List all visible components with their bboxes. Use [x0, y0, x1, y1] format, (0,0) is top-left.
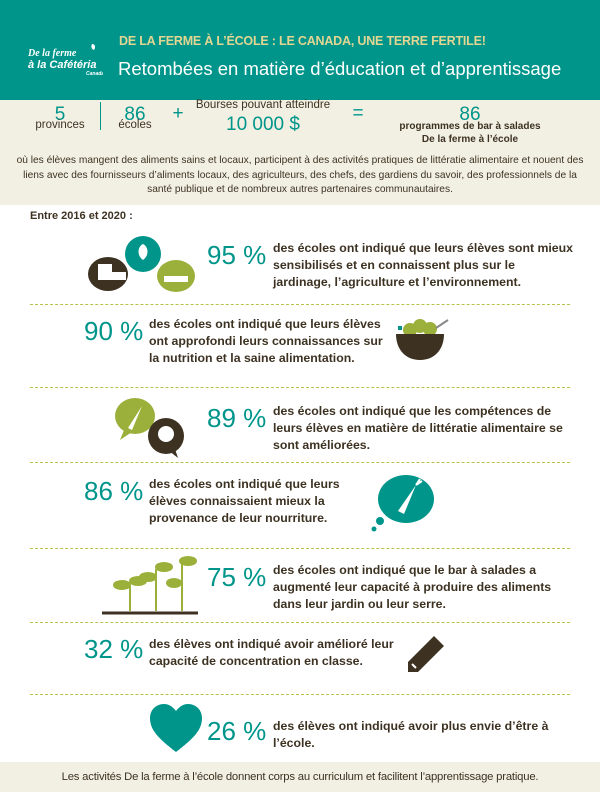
stat-text: des écoles ont indiqué que leurs élèves … [273, 241, 574, 289]
dashed-divider [30, 548, 570, 549]
carrot-question-bubbles-icon [108, 394, 190, 465]
stat-text: des écoles ont indiqué que leurs élèves … [149, 317, 383, 365]
stat-text: des écoles ont indiqué que les compétenc… [273, 404, 563, 452]
header-banner [0, 0, 600, 100]
stat-percent: 89 % [207, 403, 267, 433]
page-subtitle: Retombées en matière d’éducation et d’ap… [118, 58, 562, 79]
stat-percent: 86 % [84, 476, 144, 506]
stat-text: des écoles ont indiqué que leurs élèves … [149, 477, 340, 525]
stat-text: des élèves ont indiqué avoir amélioré le… [149, 637, 394, 668]
svg-text:De la ferme: De la ferme [28, 48, 77, 59]
grants-value: 10 000 $ [226, 114, 300, 135]
pencil-icon [404, 632, 448, 681]
stat-percent: 32 % [84, 634, 144, 664]
stat-text: des élèves ont indiqué avoir plus envie … [273, 719, 549, 750]
dashed-divider [30, 387, 570, 388]
farm-speech-bubbles-icon [88, 234, 200, 299]
heart-icon [150, 704, 202, 759]
stat-percent: 90 % [84, 316, 144, 346]
summary-description: où les élèves mangent des aliments sains… [16, 155, 584, 195]
programs-label-2: De la ferme à l’école [421, 134, 519, 145]
dashed-divider [30, 462, 570, 463]
provinces-value: 5 [54, 104, 66, 125]
equals-sign: = [352, 103, 364, 124]
stat-percent: 95 % [207, 240, 267, 270]
stat-percent: 75 % [207, 562, 267, 592]
svg-text:à la Cafétéria: à la Cafétéria [28, 59, 96, 71]
stat-percent: 26 % [207, 716, 267, 746]
schools-value: 86 [124, 104, 146, 125]
programs-label-1: programmes de bar à salades [399, 121, 541, 132]
programs-value: 86 [459, 104, 481, 125]
provinces-label: provinces [35, 119, 85, 131]
grants-label: Bourses pouvant atteindre [195, 99, 331, 111]
carrot-thought-bubble-icon [370, 473, 440, 538]
dashed-divider [30, 622, 570, 623]
dashed-divider [30, 694, 570, 695]
svg-text:Canada: Canada [86, 71, 103, 76]
footer-note: Les activités De la ferme à l’école donn… [0, 762, 600, 792]
seedlings-icon [102, 555, 198, 622]
stat-text: des écoles ont indiqué que le bar à sala… [273, 563, 552, 611]
logo: De la ferme à la Cafétéria Canada [27, 42, 104, 78]
plus-sign: + [172, 103, 184, 124]
period-label: Entre 2016 et 2020 : [30, 210, 133, 222]
dashed-divider [30, 304, 570, 305]
divider [100, 102, 101, 130]
salad-bowl-icon [392, 316, 454, 371]
page-title: DE LA FERME À L’ÉCOLE : LE CANADA, UNE T… [119, 34, 486, 48]
schools-label: écoles [118, 119, 152, 131]
